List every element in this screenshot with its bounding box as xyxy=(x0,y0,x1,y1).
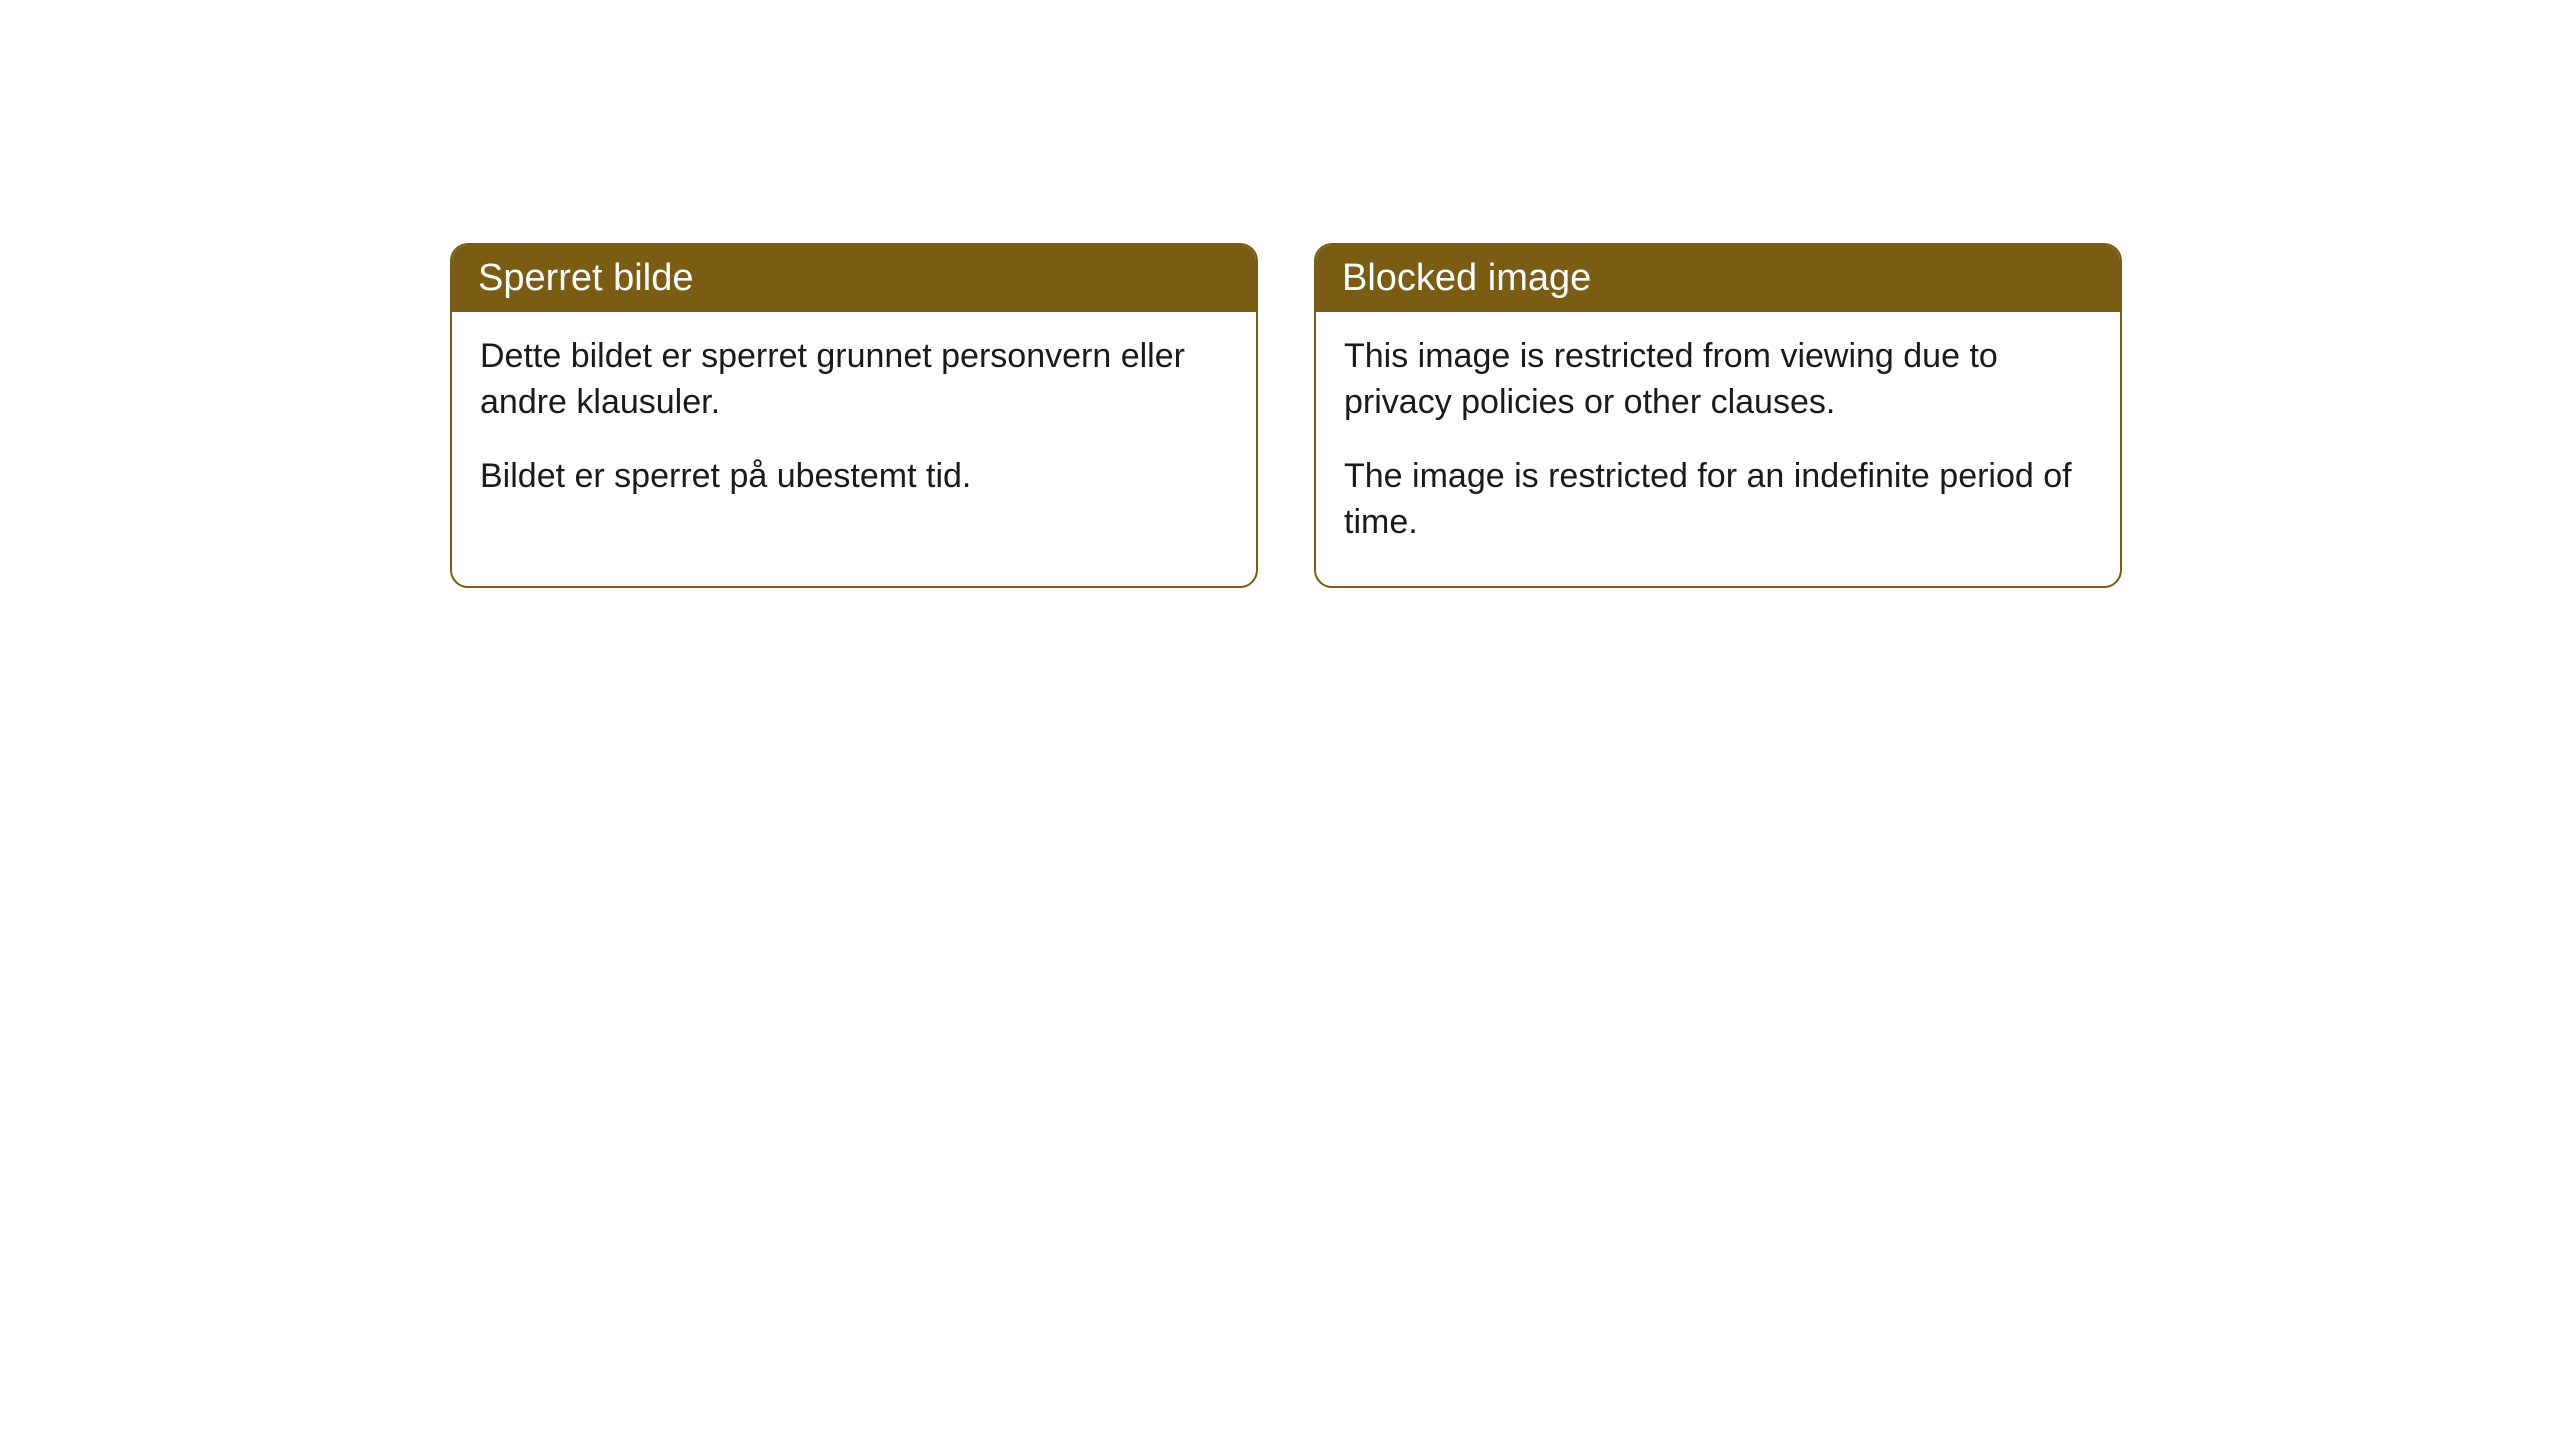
notice-paragraph: Dette bildet er sperret grunnet personve… xyxy=(480,334,1228,426)
card-header: Blocked image xyxy=(1316,245,2120,312)
card-body: This image is restricted from viewing du… xyxy=(1316,312,2120,586)
card-header: Sperret bilde xyxy=(452,245,1256,312)
notice-paragraph: Bildet er sperret på ubestemt tid. xyxy=(480,454,1228,500)
notice-paragraph: This image is restricted from viewing du… xyxy=(1344,334,2092,426)
card-body: Dette bildet er sperret grunnet personve… xyxy=(452,312,1256,540)
notice-cards-container: Sperret bilde Dette bildet er sperret gr… xyxy=(450,243,2122,588)
blocked-image-card-norwegian: Sperret bilde Dette bildet er sperret gr… xyxy=(450,243,1258,588)
notice-paragraph: The image is restricted for an indefinit… xyxy=(1344,454,2092,546)
blocked-image-card-english: Blocked image This image is restricted f… xyxy=(1314,243,2122,588)
card-title: Sperret bilde xyxy=(478,257,693,299)
card-title: Blocked image xyxy=(1342,257,1591,299)
